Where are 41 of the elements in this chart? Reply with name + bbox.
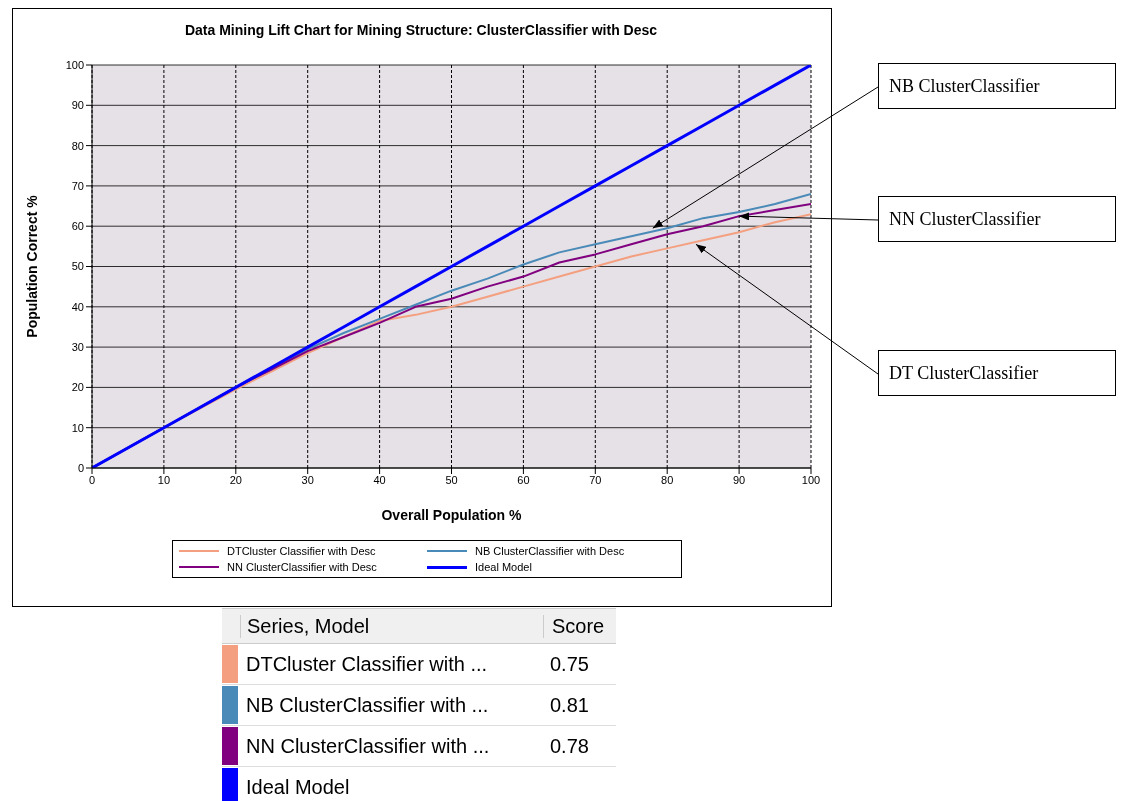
y-tick-label: 40 — [71, 300, 84, 313]
y-tick-label: 0 — [77, 461, 84, 474]
legend-label: NN ClusterClassifier with Desc — [226, 561, 378, 573]
text: NB ClusterClassifier with ... — [245, 693, 490, 717]
text: 0.81 — [549, 693, 589, 717]
x-tick-label: 10 — [157, 473, 171, 486]
y-axis-title: Population Correct % — [23, 194, 40, 338]
text: Score — [543, 614, 605, 638]
text: 0.78 — [549, 734, 589, 758]
x-tick-label: 0 — [88, 473, 96, 486]
annotation: DT ClusterClassifier — [878, 350, 1116, 396]
chart-title: Data Mining Lift Chart for Mining Structure: ClusterClassifier with Desc — [183, 22, 659, 38]
x-tick-label: 90 — [732, 473, 746, 486]
legend-label: NB ClusterClassifier with Desc — [474, 545, 626, 557]
y-tick-label: 10 — [71, 421, 84, 434]
x-tick-label: 70 — [589, 473, 602, 486]
x-tick-label: 40 — [373, 473, 386, 486]
x-axis-title: Overall Population % — [381, 507, 523, 523]
y-tick-label: 30 — [71, 341, 84, 354]
legend-label: Ideal Model — [474, 561, 533, 573]
x-tick-label: 60 — [517, 473, 530, 486]
y-tick-label: 100 — [65, 58, 84, 71]
text: Ideal Model — [245, 775, 351, 799]
y-tick-label: 70 — [71, 179, 84, 192]
text: Series, Model — [240, 614, 543, 638]
annotation: NB ClusterClassifier — [878, 63, 1116, 109]
annotation: NN ClusterClassifier — [878, 196, 1116, 242]
y-tick-label: 60 — [71, 220, 84, 233]
y-tick-label: 20 — [71, 381, 84, 394]
y-tick-label: 50 — [71, 260, 84, 273]
x-tick-label: 50 — [445, 473, 458, 486]
text: 0.75 — [549, 652, 589, 676]
text: NN ClusterClassifier with ... — [245, 734, 491, 758]
x-tick-label: 80 — [661, 473, 674, 486]
y-tick-label: 90 — [71, 99, 84, 112]
x-tick-label: 20 — [229, 473, 242, 486]
x-tick-label: 100 — [801, 473, 821, 486]
legend-label: DTCluster Classifier with Desc — [226, 545, 377, 557]
y-tick-label: 80 — [71, 139, 84, 152]
text: DTCluster Classifier with ... — [245, 652, 489, 676]
x-tick-label: 30 — [301, 473, 314, 486]
